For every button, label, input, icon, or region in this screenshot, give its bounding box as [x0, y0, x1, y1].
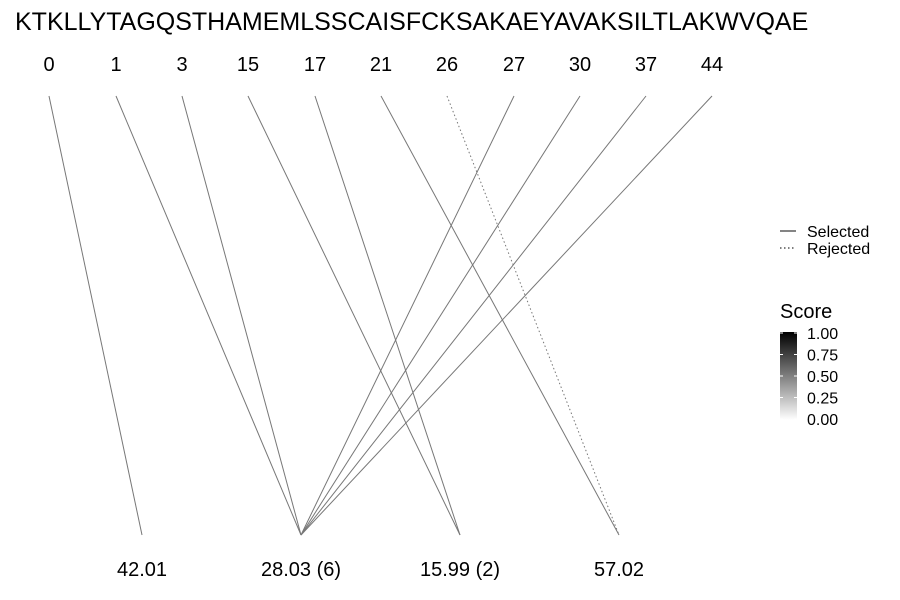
selected-link-line	[300, 95, 713, 536]
score-tick-label: 0.00	[807, 412, 838, 429]
line-type-legend: Selected Rejected	[780, 224, 870, 258]
selected-link-line	[300, 95, 647, 536]
score-tick-label: 0.75	[807, 348, 838, 365]
selected-link-line	[181, 95, 302, 536]
position-label: 0	[43, 54, 54, 76]
score-ticks: 1.00 0.75 0.50 0.25 0.00	[780, 326, 838, 429]
fragment-label: 15.99 (2)	[420, 559, 500, 581]
position-label: 30	[569, 54, 591, 76]
selected-link-line	[300, 95, 515, 536]
selected-link-line	[48, 95, 143, 536]
score-colorbar	[780, 332, 797, 420]
legend-selected-label: Selected	[807, 224, 869, 241]
legend-rejected-label: Rejected	[807, 241, 870, 258]
sequence-text: KTKLLYTAGQSTHAMEMLSSCAISFCKSAKAEYAVAKSIL…	[15, 8, 808, 36]
position-label: 3	[176, 54, 187, 76]
score-tick-label: 0.50	[807, 369, 838, 386]
selected-link-line	[380, 95, 620, 536]
score-legend: Score 1.00 0.75 0.50 0.25 0.00	[780, 301, 838, 429]
position-label: 21	[370, 54, 392, 76]
position-label: 37	[635, 54, 657, 76]
score-legend-title: Score	[780, 301, 832, 323]
position-labels: 0 1 3 15 17 21 26 27 30 37 44	[43, 54, 723, 76]
fragment-labels: 42.01 28.03 (6) 15.99 (2) 57.02	[117, 559, 644, 581]
position-label: 44	[701, 54, 723, 76]
fragment-label: 57.02	[594, 559, 644, 581]
score-tick-label: 1.00	[807, 326, 838, 343]
position-label: 27	[503, 54, 525, 76]
score-tick-label: 0.25	[807, 391, 838, 408]
position-label: 26	[436, 54, 458, 76]
selected-link-line	[115, 95, 302, 536]
selected-link-line	[314, 95, 461, 536]
position-label: 17	[304, 54, 326, 76]
selected-link-line	[247, 95, 461, 536]
position-label: 15	[237, 54, 259, 76]
selected-link-line	[300, 95, 581, 536]
fragment-label: 28.03 (6)	[261, 559, 341, 581]
fragment-label: 42.01	[117, 559, 167, 581]
rejected-link-line	[446, 95, 620, 536]
link-lines	[48, 95, 713, 536]
position-label: 1	[110, 54, 121, 76]
